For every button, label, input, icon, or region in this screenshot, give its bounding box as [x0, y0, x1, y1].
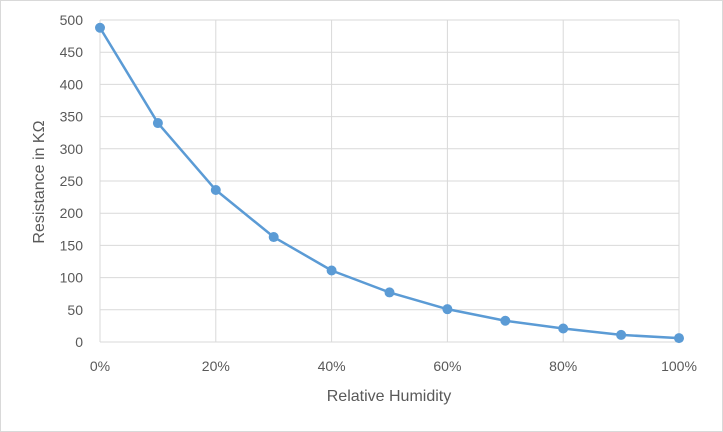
y-tick-label: 50: [67, 302, 83, 318]
y-tick-label: 350: [60, 109, 84, 125]
y-axis-title: Resistance in KΩ: [31, 120, 48, 243]
data-point: [558, 323, 569, 334]
y-tick-label: 500: [60, 12, 84, 28]
y-tick-label: 200: [60, 205, 84, 221]
y-tick-label: 0: [75, 334, 83, 350]
x-tick-label: 100%: [661, 358, 697, 374]
data-point: [616, 329, 627, 340]
series-layer: [95, 22, 684, 344]
data-point: [326, 265, 337, 276]
x-tick-label: 20%: [202, 358, 230, 374]
x-tick-label: 0%: [90, 358, 110, 374]
x-tick-label: 80%: [549, 358, 577, 374]
x-tick-label: 60%: [433, 358, 461, 374]
data-point: [674, 333, 684, 344]
grid-layer: [99, 19, 680, 343]
y-tick-label: 400: [60, 76, 84, 92]
y-tick-label: 100: [60, 270, 84, 286]
data-point: [500, 315, 511, 326]
y-tick-label: 250: [60, 173, 84, 189]
data-point: [442, 304, 453, 315]
data-point: [95, 22, 105, 33]
y-tick-label: 300: [60, 141, 84, 157]
data-point: [268, 232, 279, 243]
x-tick-label: 40%: [318, 358, 346, 374]
x-tick-labels: 0% 20% 40% 60% 80% 100%: [90, 358, 697, 374]
data-point: [152, 118, 163, 129]
y-tick-label: 450: [60, 44, 84, 60]
y-tick-label: 150: [60, 237, 84, 253]
y-tick-labels: 0 50 100 150 200 250 300 350 400 450 500: [60, 12, 84, 350]
data-point: [384, 287, 395, 298]
data-point: [210, 185, 221, 196]
x-axis-title: Relative Humidity: [327, 388, 451, 405]
